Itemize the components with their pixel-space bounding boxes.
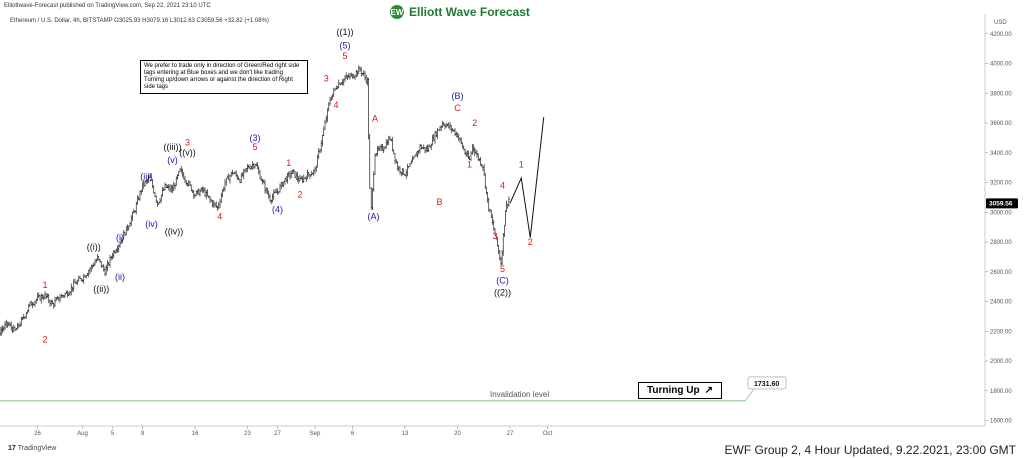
wave-label: 1 (467, 160, 472, 170)
brand-header[interactable]: EW Elliott Wave Forecast (390, 3, 530, 21)
wave-label: (5) (340, 41, 351, 51)
price-tick-label: 2200.00 (990, 329, 1012, 335)
wave-label: ((1)) (337, 27, 354, 37)
price-tick-label: 2000.00 (990, 359, 1012, 365)
time-tick-label: 6 (351, 431, 355, 437)
invalidation-price-tag (747, 376, 787, 390)
invalidation-label: Invalidation level (490, 390, 549, 399)
wave-label: 1 (519, 160, 524, 170)
price-bars (0, 65, 510, 337)
wave-label: (3) (250, 133, 261, 143)
wave-label: ((v)) (179, 148, 196, 158)
invalidation-level: Invalidation level 1731.60 (0, 376, 787, 402)
time-tick-label: 27 (507, 431, 514, 437)
price-tick-label: 2600.00 (990, 270, 1012, 276)
time-tick-label: Aug (77, 431, 88, 437)
brand-logo-icon: EW (390, 5, 404, 19)
wave-label: ((iii)) (164, 142, 182, 152)
time-tick-label: 16 (192, 431, 199, 437)
time-tick-label: 27 (274, 431, 281, 437)
price-tick-label: 2800.00 (990, 240, 1012, 246)
tradingview-mark-icon: 17 (8, 445, 16, 452)
wave-label: 5 (342, 51, 347, 61)
wave-label: A (372, 114, 378, 124)
price-tick-label: 1600.00 (990, 419, 1012, 425)
price-tick-label: 3000.00 (990, 210, 1012, 216)
price-tick-label: 4000.00 (990, 62, 1012, 68)
time-tick-label: 9 (141, 431, 145, 437)
wave-label: ((2)) (494, 288, 511, 298)
price-tick-label: 2400.00 (990, 300, 1012, 306)
wave-label: B (436, 197, 442, 207)
wave-label: (4) (272, 204, 283, 214)
time-tick-label: 20 (454, 431, 461, 437)
wave-label: 3 (492, 231, 497, 241)
symbol-ohlc-line: Ethereum / U.S. Dollar, 4h, BITSTAMP O30… (10, 18, 269, 24)
time-tick-label: Sep (310, 431, 321, 437)
wave-label: 2 (528, 237, 533, 247)
projection-path (509, 116, 545, 238)
price-tick-label: 1800.00 (990, 389, 1012, 395)
current-price-value: 3059.56 (989, 201, 1013, 208)
wave-labels: (2)12((i))((ii))(i)(ii)(iii)(iv)(v)((iii… (42, 27, 533, 344)
tradingview-logo[interactable]: 17 TradingView (8, 445, 56, 452)
wave-label: 1 (42, 280, 47, 290)
time-tick-label: 13 (402, 431, 409, 437)
publisher-line: Elliottwave-Forecast published on Tradin… (4, 3, 211, 9)
price-tick-label: 4200.00 (990, 32, 1012, 38)
time-tick-label: 26 (34, 431, 41, 437)
wave-label: 2 (42, 334, 47, 344)
wave-label: 4 (500, 180, 505, 190)
price-axis-unit: USD (994, 20, 1007, 26)
brand-name: Elliott Wave Forecast (409, 5, 530, 19)
price-tick-label: 3800.00 (990, 91, 1012, 97)
price-tick-label: 3200.00 (990, 181, 1012, 187)
wave-label: 1 (286, 158, 291, 168)
wave-label: (ii) (115, 272, 125, 282)
wave-label: 3 (185, 137, 190, 147)
wave-label: (A) (368, 212, 380, 222)
trading-note: We prefer to trade only in direction of … (140, 60, 308, 94)
invalidation-price-value: 1731.60 (754, 381, 779, 388)
wave-label: (v) (167, 155, 178, 165)
tradingview-name: TradingView (17, 445, 57, 452)
price-tick-label: 3400.00 (990, 151, 1012, 157)
update-caption: EWF Group 2, 4 Hour Updated, 9.22.2021, … (724, 443, 1017, 457)
wave-label: 5 (252, 142, 257, 152)
wave-label: (C) (496, 276, 509, 286)
time-tick-label: Oct (543, 431, 553, 437)
time-tick-label: 5 (111, 431, 115, 437)
turning-up-label: Turning Up (647, 385, 700, 396)
current-price-tag: 3059.56 (986, 198, 1018, 209)
invalidation-tag-leader (744, 388, 755, 402)
wave-label: 3 (324, 73, 329, 83)
wave-label: (iii) (140, 172, 152, 182)
wave-label: (iv) (145, 219, 158, 229)
time-tick-label: 23 (244, 431, 251, 437)
wave-label: ((ii)) (93, 284, 109, 294)
price-tick-label: 3600.00 (990, 121, 1012, 127)
projection-line (509, 116, 545, 238)
wave-label: 4 (217, 212, 222, 222)
wave-label: 4 (333, 100, 338, 110)
wave-label: 2 (472, 118, 477, 128)
arrow-up-right-icon: ↗ (704, 385, 713, 396)
wave-label: 5 (500, 264, 505, 274)
wave-label: C (454, 103, 461, 113)
wave-label: ((iv)) (165, 227, 184, 237)
wave-label: ((i)) (87, 242, 101, 252)
turning-up-box: Turning Up ↗ (638, 382, 722, 399)
wave-label: (B) (452, 91, 464, 101)
time-axis[interactable]: 26 Aug 5 9 16 23 27 Sep 6 13 20 27 Oct (34, 426, 552, 437)
wave-label: (i) (116, 233, 124, 243)
current-price-tag-box (986, 198, 1018, 209)
wave-label: 2 (297, 189, 302, 199)
price-axis[interactable]: 4200.00 4000.00 3800.00 3600.00 3400.00 3200.… (985, 32, 1012, 425)
